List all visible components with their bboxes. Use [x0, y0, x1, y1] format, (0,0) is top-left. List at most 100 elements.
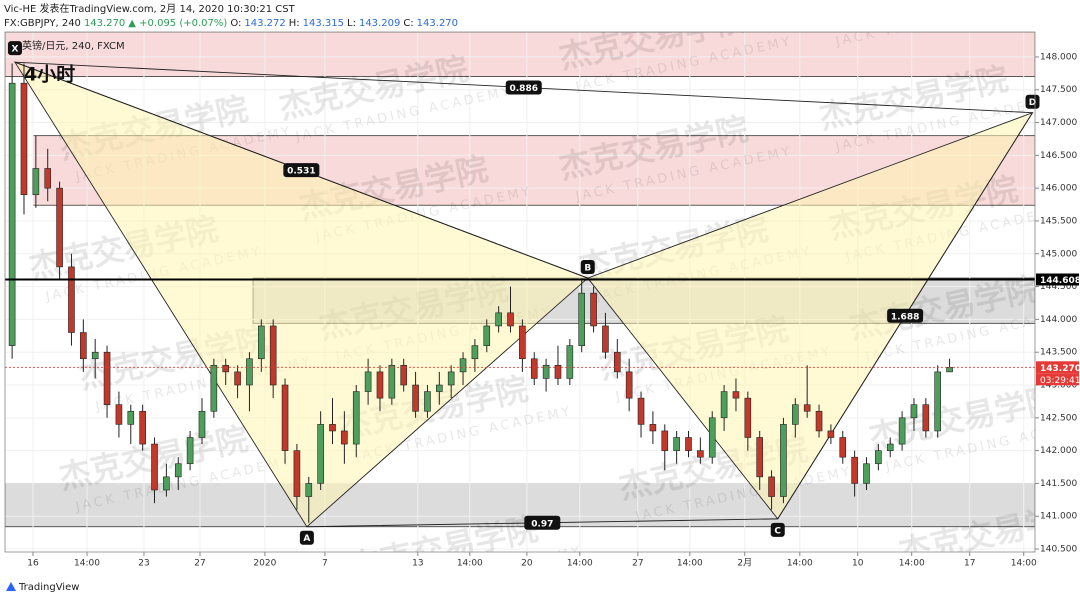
chart-title: 4小时 [24, 64, 75, 86]
point-label: C [774, 526, 781, 536]
y-tick-label: 140.500 [1040, 545, 1077, 555]
candle-body [103, 351, 111, 405]
c-label: C: [403, 18, 414, 29]
candle-body [44, 168, 52, 189]
x-tick-label: 14:00 [567, 559, 593, 569]
candle-body [436, 384, 443, 392]
x-tick-label: 14:00 [1011, 559, 1037, 569]
candle-body [602, 325, 609, 353]
h-label: H: [288, 18, 300, 29]
plot-frame [4, 31, 1036, 553]
point-label: D [1029, 98, 1036, 108]
x-tick-label: 16 [27, 559, 39, 569]
header-line1: Vic-HE 发表在TradingView.com, 2月 14, 2020 1… [4, 3, 461, 17]
candle-body [578, 292, 586, 346]
candle-body [507, 312, 514, 327]
candle-body [293, 450, 301, 497]
candle-body [519, 325, 526, 360]
x-tick-label: 14:00 [677, 559, 703, 569]
candle-body [637, 397, 645, 425]
candle-body [768, 476, 775, 497]
l-value: 143.209 [358, 18, 401, 29]
level-tag [1036, 273, 1079, 286]
y-tick-label: 144.500 [1040, 282, 1077, 292]
x-tick-label: 14:00 [457, 559, 483, 569]
candle-body [732, 391, 740, 399]
candle-body [376, 371, 384, 399]
y-tick-label: 141.500 [1040, 479, 1077, 489]
timer-tag [1036, 373, 1079, 386]
x-tick-label: 10 [852, 559, 864, 569]
candle-body [32, 168, 40, 196]
candle-body [269, 325, 277, 386]
candle-body [851, 456, 858, 484]
candle-body [554, 365, 562, 379]
ratio-label: 1.688 [891, 312, 919, 322]
candle-body [281, 384, 289, 451]
chart-subtitle: 英镑/日元, 240, FXCM [22, 39, 125, 52]
change: ▲ +0.095 (+0.07%) [128, 18, 228, 29]
candle-body [210, 365, 218, 412]
candle-body [756, 437, 764, 478]
c-value: 143.270 [416, 18, 459, 29]
y-tick-label: 141.000 [1040, 512, 1077, 522]
candle-body [20, 82, 28, 196]
candle-body [910, 404, 918, 419]
candle-body [352, 391, 360, 445]
candle-body [447, 371, 455, 386]
candle-body [863, 463, 870, 484]
candle-body [625, 371, 633, 399]
y-tick-label: 144.000 [1040, 315, 1077, 325]
ratio-label: 0.531 [287, 167, 315, 177]
candle-body [815, 410, 823, 432]
x-tick-label: 27 [632, 559, 643, 569]
point-box [1025, 94, 1040, 109]
candle-body [803, 404, 811, 412]
candle-body [673, 437, 680, 451]
candle-body [341, 430, 348, 445]
o-label: O: [230, 18, 242, 29]
candle-body [364, 371, 372, 392]
y-tick-label: 145.500 [1040, 216, 1077, 226]
timer-label: 03:29:41 [1040, 376, 1080, 386]
x-tick-label: 14:00 [787, 559, 813, 569]
candle-body [258, 325, 265, 360]
x-tick-label: 7 [322, 559, 328, 569]
y-tick-label: 142.500 [1040, 413, 1077, 423]
logo [6, 582, 16, 591]
level-label: 143.270 [1040, 364, 1080, 374]
ratio-box [505, 80, 542, 95]
candle-body [186, 437, 194, 465]
point-label: B [584, 264, 591, 274]
y-tick-label: 148.000 [1040, 52, 1077, 62]
candle-body [922, 404, 930, 432]
ratio-label: 0.97 [531, 519, 553, 529]
candle-body [234, 371, 241, 386]
watermark-cn: 杰克交易学院 [816, 0, 1012, 32]
candle-body [530, 358, 538, 379]
candle-body [412, 384, 419, 412]
h-value: 143.315 [302, 18, 344, 29]
x-tick-label: 17 [964, 559, 975, 569]
candle-body [329, 424, 336, 432]
point-label: A [303, 534, 310, 544]
y-tick-label: 142.000 [1040, 446, 1077, 456]
candle-body [697, 450, 704, 458]
l-label: L: [347, 18, 356, 29]
candle-body [886, 443, 894, 451]
symbol: FX:GBPJPY, 240 [4, 18, 81, 29]
y-tick-label: 143.500 [1040, 348, 1077, 358]
x-tick-label: 23 [138, 559, 149, 569]
ratio-box [283, 163, 320, 178]
candle-body [542, 365, 550, 379]
candle-body [151, 443, 158, 491]
candle-body [459, 358, 467, 373]
x-tick-label: 13 [412, 559, 423, 569]
candle-body [305, 483, 313, 497]
candle-body [68, 266, 75, 333]
x-tick-label: 14:00 [899, 559, 925, 569]
candle-body [649, 424, 657, 432]
candle-body [483, 325, 491, 346]
